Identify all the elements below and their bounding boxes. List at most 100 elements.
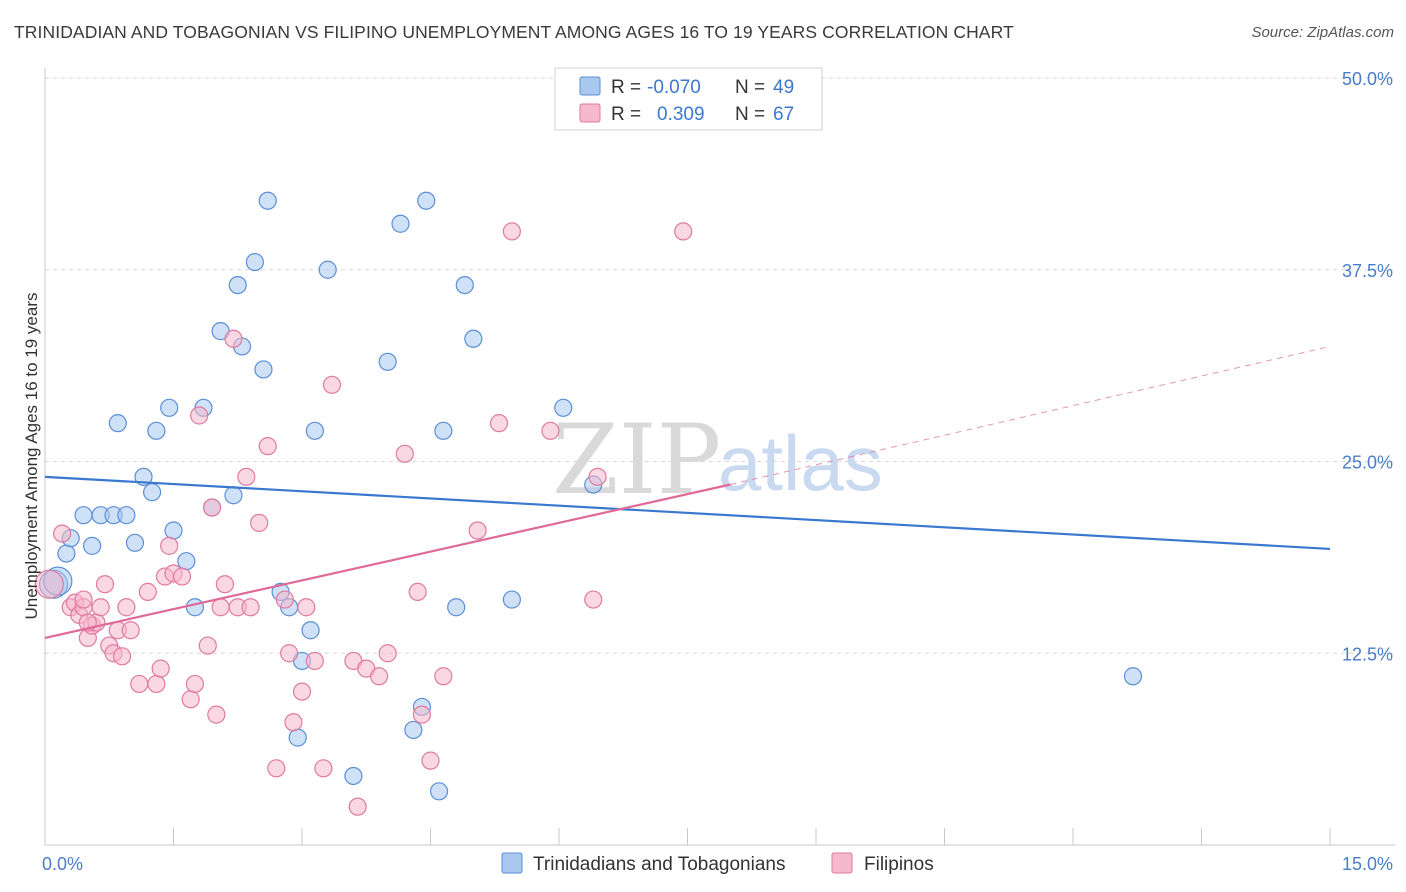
filipino-point-46 xyxy=(314,759,333,778)
filipino-point-51 xyxy=(370,667,389,686)
trinidadian-point-36 xyxy=(404,720,423,740)
legend-n-value-blue: 49 xyxy=(773,77,794,98)
filipino-point-53 xyxy=(395,444,414,463)
trinidadian-point-31 xyxy=(305,421,324,440)
filipino-point-37 xyxy=(250,513,269,532)
grid-lines xyxy=(45,77,1395,654)
filipino-point-24 xyxy=(172,567,192,586)
legend-n-label-blue: N = xyxy=(735,77,765,98)
trinidadian-point-20 xyxy=(224,486,243,505)
filipino-point-25 xyxy=(181,690,200,709)
trinidadian-point-16 xyxy=(185,598,205,617)
trinidadian-point-44 xyxy=(502,590,521,609)
filipino-point-60 xyxy=(502,222,521,241)
y-tick-labels: 12.5% 25.0% 37.5% 50.0% xyxy=(1342,69,1393,664)
stats-legend: R = -0.070 N = 49 R = 0.309 N = 67 xyxy=(554,67,823,131)
trinidadian-point-41 xyxy=(447,598,466,617)
trend-lines xyxy=(44,345,1331,639)
watermark: ZIP atlas xyxy=(552,404,883,516)
legend-n-value-pink: 67 xyxy=(773,104,794,125)
filipino-point-59 xyxy=(489,414,509,433)
legend-n-label-pink: N = xyxy=(735,104,765,125)
legend-r-label-pink: R = xyxy=(611,104,641,125)
trinidadian-point-8 xyxy=(117,506,136,525)
filipino-point-29 xyxy=(202,498,222,517)
series-filipinos-points xyxy=(34,222,693,816)
trinidadian-point-39 xyxy=(429,782,449,801)
filipino-point-20 xyxy=(151,659,170,678)
y-tick-label-1: 25.0% xyxy=(1342,453,1393,473)
trinidadian-point-35 xyxy=(391,214,410,233)
bottom-legend-swatch-pink xyxy=(831,852,853,874)
filipino-point-19 xyxy=(147,674,166,694)
filipino-point-16 xyxy=(121,621,140,640)
filipino-point-57 xyxy=(434,667,453,686)
trinidadian-point-33 xyxy=(344,766,363,786)
trinidadian-point-24 xyxy=(254,360,273,379)
trinidadian-point-1 xyxy=(57,544,76,563)
trinidadian-point-43 xyxy=(464,329,483,348)
filipino-point-45 xyxy=(305,651,324,671)
trinidadian-point-11 xyxy=(142,483,162,502)
axes xyxy=(44,68,1395,846)
legend-swatch-pink xyxy=(579,103,601,123)
filipino-point-32 xyxy=(215,575,234,594)
filipino-point-58 xyxy=(468,521,487,540)
trinidadian-point-13 xyxy=(160,398,179,417)
filipino-point-40 xyxy=(275,590,294,609)
filipino-point-43 xyxy=(292,682,312,701)
y-tick-label-2: 37.5% xyxy=(1342,261,1393,281)
trinidadian-point-28 xyxy=(288,728,307,747)
y-axis-title: Unemployment Among Ages 16 to 19 years xyxy=(22,293,41,620)
trend-line-filipino-extension xyxy=(730,345,1331,485)
trinidadian-point-21 xyxy=(228,275,247,295)
filipino-point-62 xyxy=(584,590,603,609)
filipino-point-38 xyxy=(258,437,277,456)
trinidadian-point-15 xyxy=(177,552,196,571)
y-tick-label-0: 12.5% xyxy=(1342,644,1393,664)
filipino-point-61 xyxy=(541,421,560,440)
legend-swatch-blue xyxy=(579,76,601,96)
bottom-legend-label-pink: Filipinos xyxy=(864,854,934,875)
trinidadian-point-7 xyxy=(108,414,127,433)
trinidadian-point-3 xyxy=(74,506,93,525)
trinidadian-point-45 xyxy=(554,398,573,417)
filipino-point-39 xyxy=(267,759,286,778)
x-tick-labels: 0.0% 15.0% xyxy=(42,854,1393,874)
trinidadian-point-42 xyxy=(455,275,474,295)
bottom-legend-swatch-blue xyxy=(501,852,523,874)
trinidadian-point-38 xyxy=(417,191,436,210)
chart-title: TRINIDADIAN AND TOBAGONIAN VS FILIPINO U… xyxy=(14,22,1014,42)
trinidadian-point-34 xyxy=(378,352,397,371)
legend-r-value-pink: 0.309 xyxy=(657,104,705,125)
legend-r-label-blue: R = xyxy=(611,77,641,98)
filipino-point-49 xyxy=(348,797,367,816)
filipino-point-22 xyxy=(160,536,179,555)
filipino-point-9 xyxy=(91,598,110,617)
filipino-point-64 xyxy=(674,222,693,241)
filipino-point-47 xyxy=(322,375,342,394)
filipino-point-31 xyxy=(211,598,230,617)
filipino-point-42 xyxy=(284,713,303,732)
trinidadian-point-47 xyxy=(1123,667,1143,686)
trinidadian-point-12 xyxy=(147,421,166,440)
filipino-point-26 xyxy=(185,674,205,694)
series-legend: Trinidadians and Tobagonians Filipinos xyxy=(501,852,934,875)
bottom-legend-label-blue: Trinidadians and Tobagonians xyxy=(533,854,785,875)
watermark-atlas: atlas xyxy=(718,419,883,507)
x-tick-label-0: 0.0% xyxy=(42,854,83,874)
filipino-point-10 xyxy=(95,575,115,594)
filipino-point-33 xyxy=(224,329,243,348)
trinidadian-point-14 xyxy=(164,521,183,540)
filipino-point-36 xyxy=(241,598,260,617)
filipino-point-41 xyxy=(280,644,299,663)
source-label: Source: ZipAtlas.com xyxy=(1251,24,1394,41)
filipino-point-66 xyxy=(74,590,93,609)
filipino-point-28 xyxy=(198,636,217,655)
trinidadian-point-23 xyxy=(245,252,264,272)
filipino-point-52 xyxy=(378,644,397,663)
trend-line-trinidadian xyxy=(44,475,1331,551)
trinidadian-point-9 xyxy=(125,533,145,552)
filipino-point-44 xyxy=(297,598,316,617)
